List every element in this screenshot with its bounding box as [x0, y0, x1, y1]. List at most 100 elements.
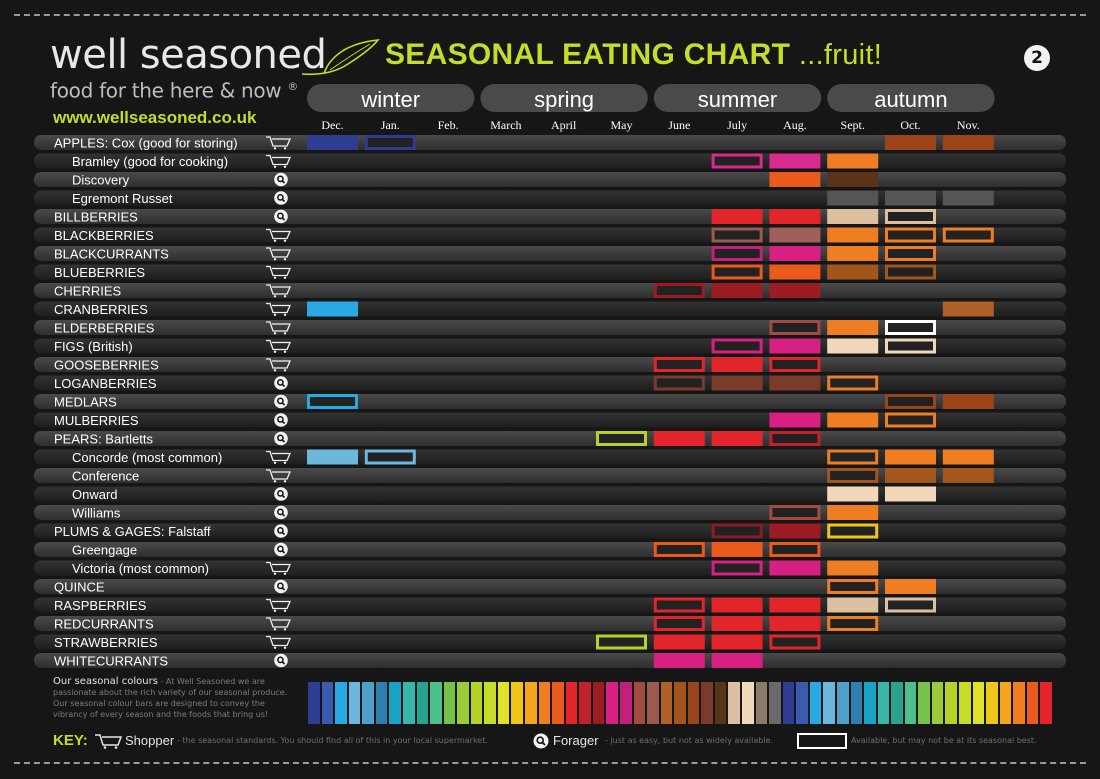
colour-swatch — [321, 682, 334, 724]
magnifier-icon — [274, 394, 288, 409]
magnifier-icon — [274, 653, 288, 668]
season-cell-outlined — [711, 264, 763, 280]
brand-name: well seasoned — [50, 32, 327, 78]
chart-title: SEASONAL EATING CHART ...fruit! — [385, 38, 883, 71]
colour-swatch — [714, 682, 727, 724]
row-band — [34, 394, 1066, 409]
season-cell — [827, 153, 879, 169]
magnifier-icon — [281, 513, 286, 517]
magnifier-icon — [277, 397, 284, 405]
season-cell — [885, 135, 936, 150]
season-cell-outlined — [827, 616, 879, 631]
season-cell-outlined — [885, 412, 936, 428]
row-label: Onward — [72, 487, 118, 502]
shopping-cart-icon — [283, 461, 287, 464]
row-band — [34, 190, 1066, 206]
row-label: BILLBERRIES — [54, 210, 138, 225]
shopping-cart-icon — [283, 239, 287, 242]
row-band — [34, 283, 1066, 298]
colour-swatch — [755, 682, 768, 724]
colour-swatch — [769, 682, 781, 724]
season-cell-outlined — [711, 338, 763, 354]
colour-swatch-bar — [308, 682, 1054, 724]
row-label: GOOSEBERRIES — [54, 358, 159, 373]
magnifier-icon — [277, 434, 284, 442]
shopping-cart-icon — [283, 609, 287, 612]
shopping-cart-icon — [273, 646, 277, 649]
shopping-cart-icon — [266, 302, 291, 314]
brand-url-link[interactable]: www.wellseasoned.co.uk — [53, 108, 257, 127]
colour-swatch — [348, 682, 361, 724]
colour-swatch — [809, 682, 822, 724]
magnifier-icon — [274, 209, 288, 224]
magnifier-icon — [274, 579, 288, 594]
row-label: REDCURRANTS — [54, 617, 154, 632]
magnifier-icon — [274, 524, 288, 538]
season-cell — [827, 190, 879, 206]
season-cell-outlined — [364, 135, 416, 150]
season-cell — [769, 209, 821, 224]
season-cell — [827, 505, 879, 520]
colour-swatch — [619, 682, 632, 724]
magnifier-icon — [277, 194, 284, 201]
row-band — [34, 449, 1066, 465]
row-label: BLACKCURRANTS — [54, 247, 169, 262]
shopping-cart-icon — [266, 635, 291, 647]
shopping-cart-icon — [266, 228, 291, 240]
season-cell — [827, 172, 879, 187]
row-label: Discovery — [72, 173, 130, 188]
colour-swatch — [850, 682, 863, 724]
shopping-cart-icon — [266, 247, 291, 258]
bottom-dashed-border — [14, 762, 1086, 764]
season-cell — [769, 264, 821, 280]
colour-swatch — [999, 682, 1012, 724]
season-cell — [769, 172, 821, 187]
magnifier-icon — [281, 661, 286, 665]
colour-swatch — [565, 682, 578, 724]
season-cell-outlined — [827, 579, 879, 594]
month-label: April — [551, 118, 577, 132]
season-cell — [885, 449, 936, 465]
shopping-cart-icon — [266, 358, 291, 369]
colour-swatch — [1026, 682, 1039, 724]
shopping-cart-icon — [283, 295, 287, 298]
brand-tagline: food for the here & now ® — [50, 78, 299, 103]
colour-swatch — [402, 682, 415, 724]
shopping-cart-icon — [273, 609, 277, 612]
key-shopper-desc: - the seasonal standards. You should fin… — [177, 736, 488, 745]
shopping-cart-icon — [283, 572, 287, 575]
magnifier-icon — [274, 542, 288, 557]
season-cell — [885, 486, 936, 502]
season-cell-outlined — [885, 338, 936, 354]
season-cell — [827, 338, 879, 354]
month-label: May — [611, 118, 633, 132]
colour-swatch — [511, 682, 523, 724]
shopping-cart-icon — [273, 147, 277, 150]
season-cell-outlined — [827, 375, 879, 391]
season-cell — [711, 431, 763, 446]
season-cell-outlined — [596, 634, 647, 650]
season-cell-outlined — [769, 320, 821, 335]
shopping-cart-icon — [273, 165, 277, 168]
season-cell — [942, 449, 994, 465]
shopping-cart-icon — [273, 369, 277, 372]
shopping-cart-icon — [95, 734, 123, 749]
shopping-cart-icon — [266, 450, 291, 462]
season-cell-outlined — [885, 246, 936, 261]
row-label: STRAWBERRIES — [54, 635, 158, 650]
shopping-cart-icon — [273, 350, 277, 353]
row-band — [34, 542, 1066, 557]
season-cell — [942, 468, 994, 483]
month-label: June — [668, 118, 690, 132]
shopping-cart-icon — [283, 369, 287, 372]
shopping-cart-icon — [266, 561, 291, 573]
colour-swatch — [823, 682, 835, 724]
season-cell — [827, 597, 879, 613]
season-cell-outlined — [653, 283, 705, 298]
season-cell-outlined — [711, 560, 763, 576]
colour-swatch — [864, 682, 876, 724]
row-label: BLUEBERRIES — [54, 265, 145, 280]
month-label: Jan. — [381, 118, 400, 132]
season-cell — [307, 135, 358, 150]
season-cell-outlined — [364, 449, 416, 465]
